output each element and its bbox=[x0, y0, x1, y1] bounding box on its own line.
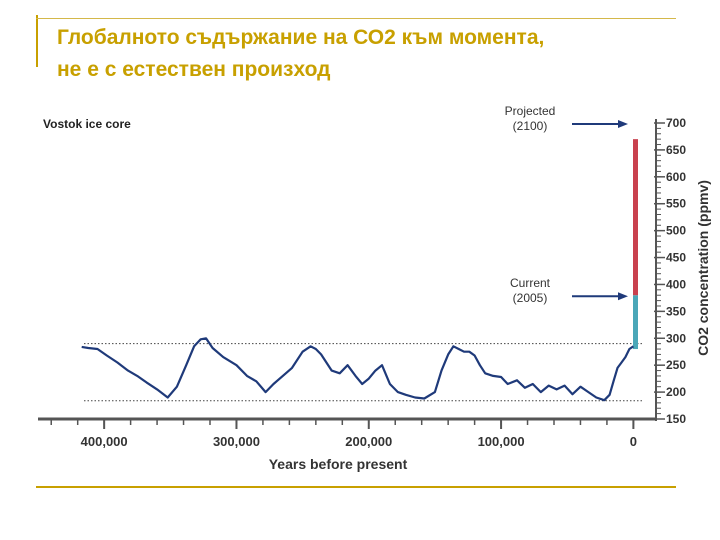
y-tick-label: 650 bbox=[666, 143, 686, 157]
y-tick-label: 700 bbox=[666, 116, 686, 130]
slide-bottom-rule bbox=[36, 486, 676, 488]
current-arrow-head bbox=[618, 292, 628, 301]
slide-title-line-2: не е с естествен произход bbox=[57, 58, 331, 81]
current-bar bbox=[633, 295, 638, 350]
x-tick-label: 300,000 bbox=[213, 434, 260, 449]
projected-year-label: (2100) bbox=[513, 119, 548, 133]
x-tick-label: 400,000 bbox=[81, 434, 128, 449]
title-accent-bar bbox=[36, 15, 38, 67]
y-tick-label: 400 bbox=[666, 277, 686, 291]
slide-title-line-1: Глобалното съдържание на СО2 към момента… bbox=[57, 26, 545, 49]
x-axis-label: Years before present bbox=[269, 456, 408, 472]
projected-label: Projected bbox=[505, 104, 556, 118]
current-label: Current bbox=[510, 276, 551, 290]
y-tick-label: 550 bbox=[666, 197, 686, 211]
y-tick-label: 500 bbox=[666, 224, 686, 238]
x-tick-label: 200,000 bbox=[345, 434, 392, 449]
y-tick-label: 350 bbox=[666, 304, 686, 318]
co2-series-line bbox=[81, 337, 635, 402]
panel-title: Vostok ice core bbox=[43, 117, 131, 131]
y-tick-label: 300 bbox=[666, 331, 686, 345]
projected-bar bbox=[633, 139, 638, 296]
y-tick-label: 200 bbox=[666, 385, 686, 399]
title-top-rule bbox=[36, 18, 676, 19]
x-tick-label: 0 bbox=[630, 434, 637, 449]
x-tick-label: 100,000 bbox=[478, 434, 525, 449]
projected-arrow-head bbox=[618, 120, 628, 128]
y-axis-label: CO2 concentration (ppmv) bbox=[695, 180, 711, 356]
y-tick-label: 600 bbox=[666, 170, 686, 184]
y-tick-label: 250 bbox=[666, 358, 686, 372]
slide-title: Глобалното съдържание на СО2 към момента… bbox=[57, 22, 697, 86]
y-tick-label: 450 bbox=[666, 251, 686, 265]
y-tick-label: 150 bbox=[666, 412, 686, 426]
current-year-label: (2005) bbox=[513, 291, 548, 305]
